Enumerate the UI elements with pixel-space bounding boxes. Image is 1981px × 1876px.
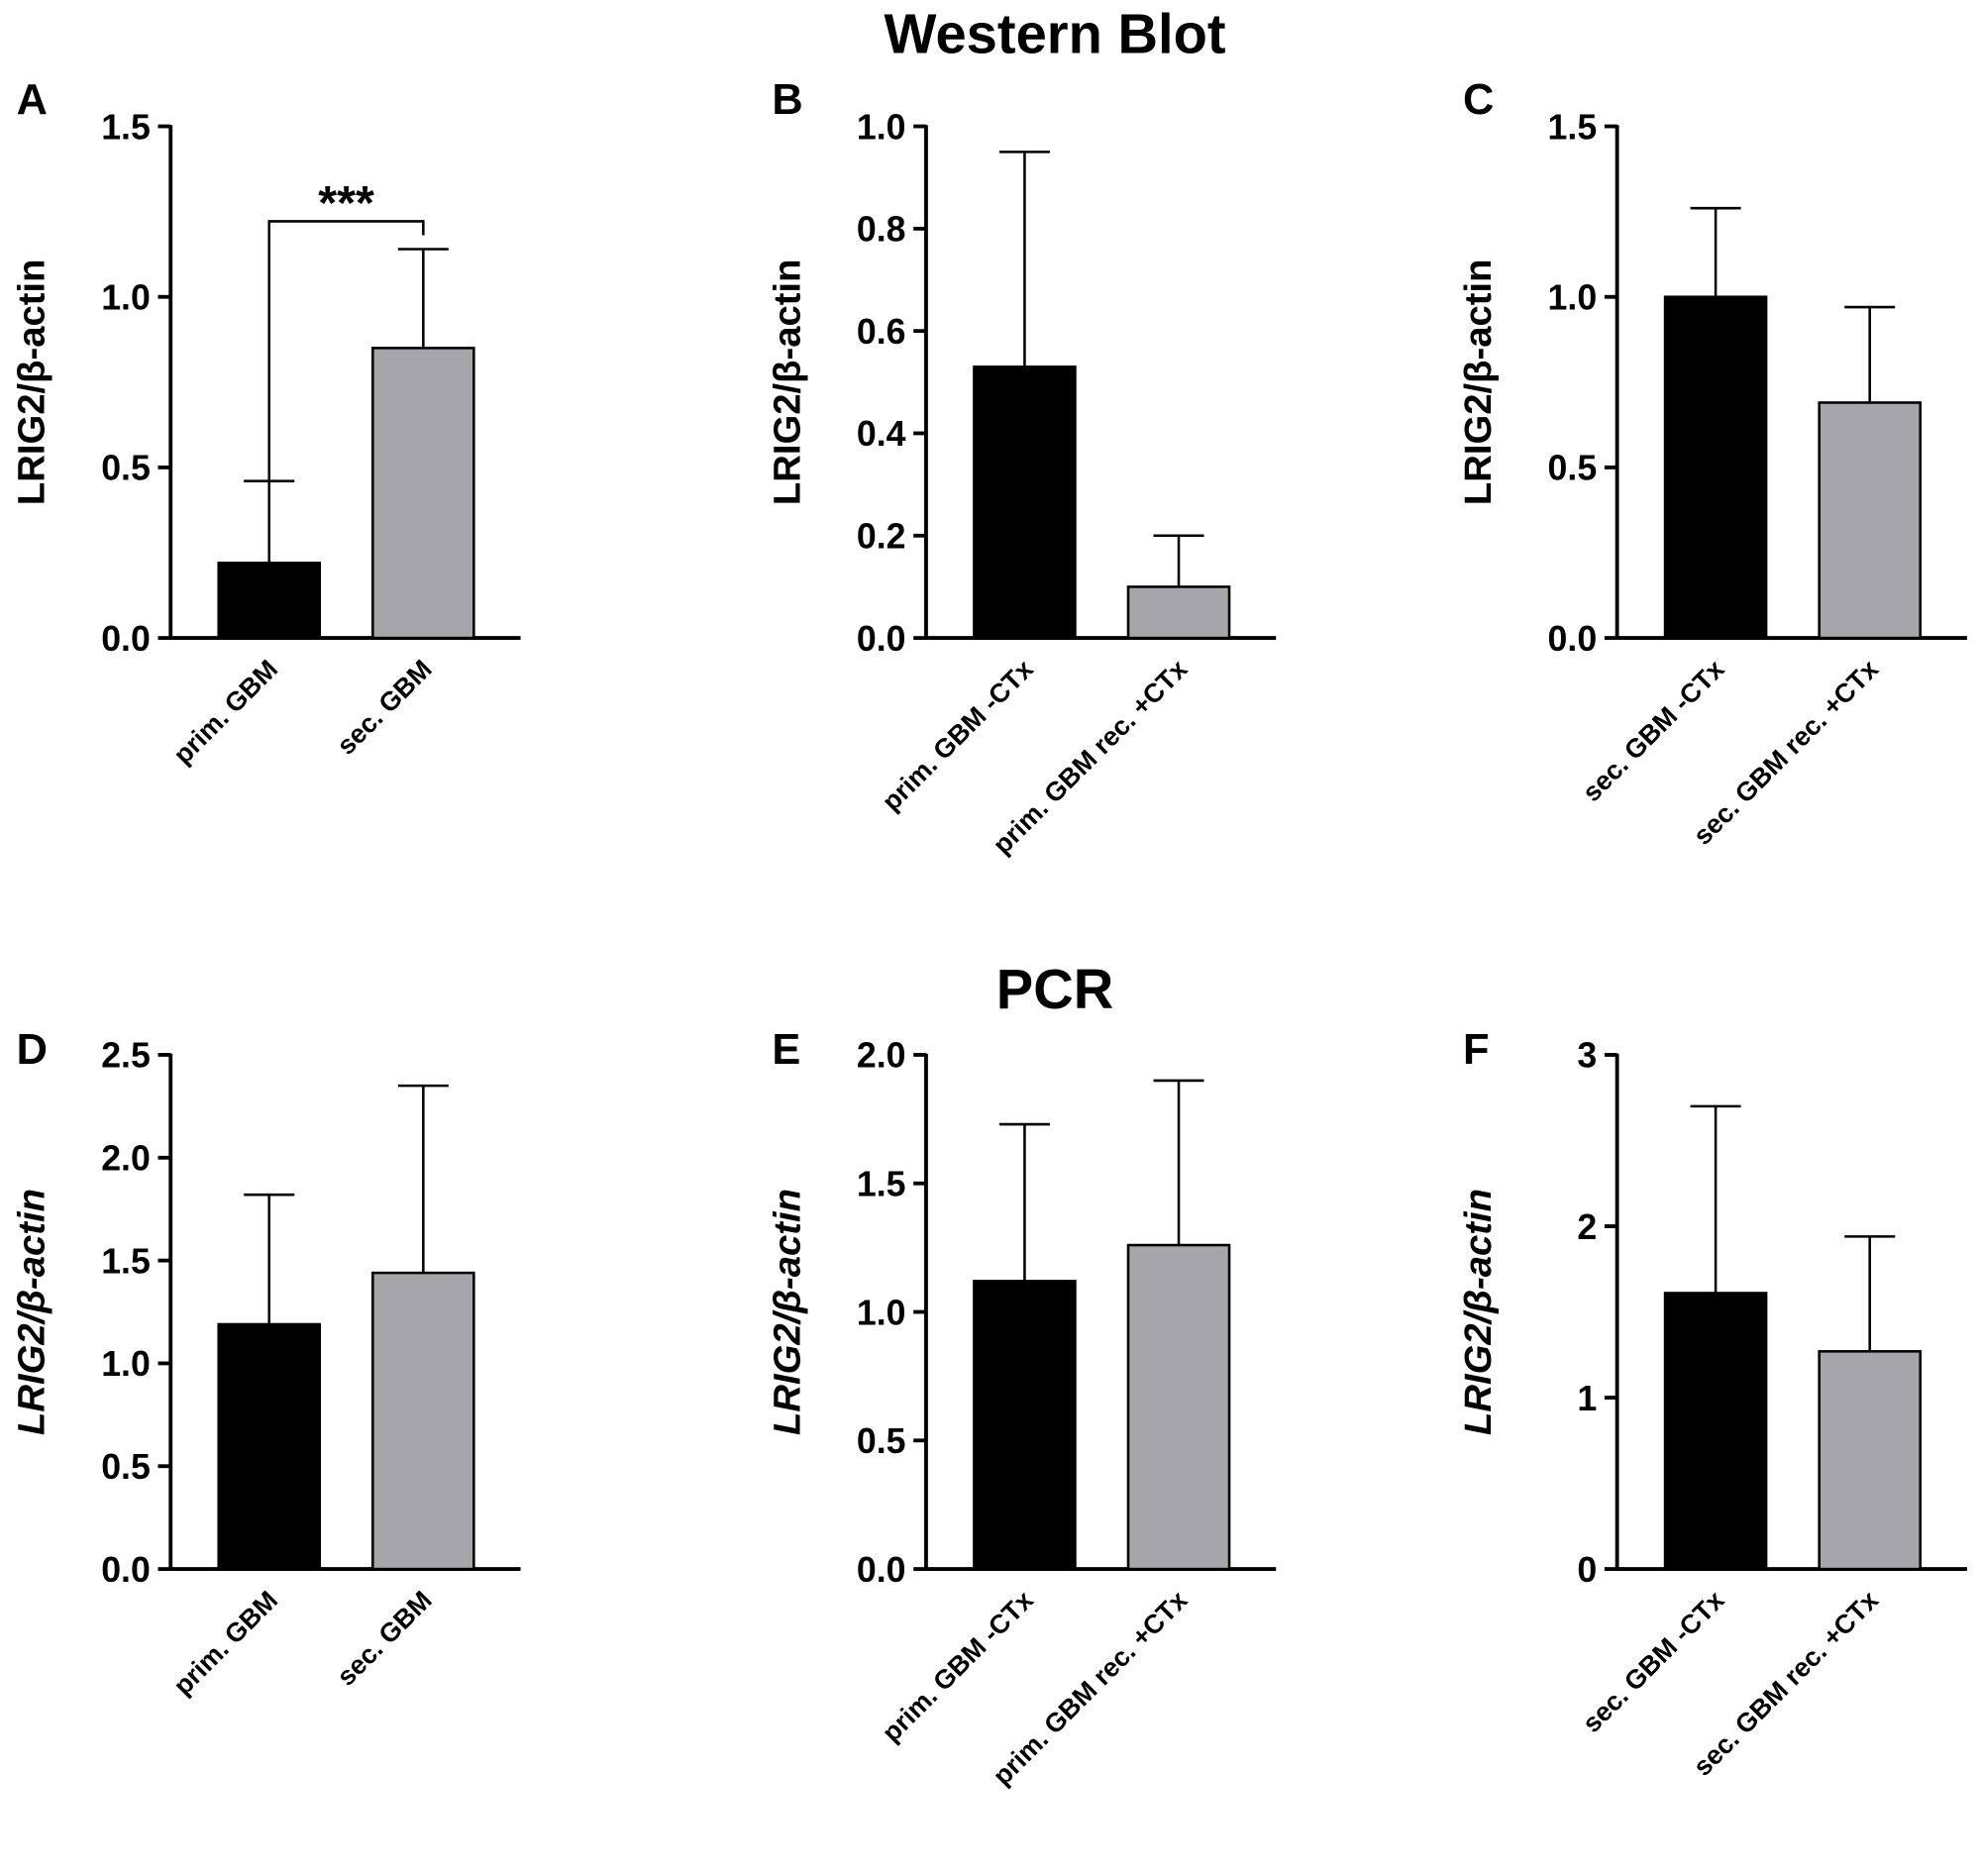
bar [217,562,322,640]
bar [1126,1243,1231,1571]
y-tick-label: 1.0 [857,1293,906,1332]
y-tick-label: 2.0 [857,1036,906,1076]
x-tick-label: sec. GBM [331,1585,437,1691]
y-axis-label: LRIG2/β-actin [1457,1189,1500,1435]
y-axis-label: LRIG2/β-actin [11,260,53,506]
panel-letter: F [1463,1026,1490,1074]
y-tick-label: 0.5 [1548,449,1598,488]
y-tick-label: 0.2 [857,517,906,557]
y-tick-label: 1.0 [101,1344,151,1384]
bar [973,1280,1077,1571]
panel-letter: A [17,76,48,124]
y-tick-label: 0.0 [101,619,151,659]
x-tick-label: prim. GBM [167,1585,283,1701]
bar [1818,1350,1922,1571]
y-axis-label: LRIG2/β-actin [11,1189,53,1435]
x-tick-label: sec. GBM -CTx [1577,1585,1730,1738]
bar [1663,1292,1768,1571]
y-tick-label: 0.4 [857,414,906,454]
y-tick-label: 1.5 [101,1241,151,1281]
y-tick-label: 1 [1577,1379,1597,1418]
x-tick-label: prim. GBM [167,654,283,770]
y-tick-label: 0.0 [1548,619,1598,659]
y-tick-label: 1.5 [101,107,151,147]
panel-letter: B [772,76,802,124]
y-tick-label: 2.5 [101,1036,151,1076]
y-tick-label: 3 [1577,1036,1597,1076]
y-tick-label: 1.5 [1548,107,1598,147]
y-tick-label: 2 [1577,1207,1597,1247]
significance-label: *** [318,176,374,230]
y-tick-label: 0.5 [857,1421,906,1461]
x-tick-label: sec. GBM -CTx [1577,654,1730,807]
panel-letter: D [17,1026,48,1074]
significance-bracket [267,220,425,481]
y-tick-label: 0.0 [857,1550,906,1590]
bar [1126,585,1231,640]
y-tick-label: 1.5 [857,1165,906,1204]
y-tick-label: 0.8 [857,210,906,250]
bar [1818,401,1922,640]
y-tick-label: 0.0 [101,1550,151,1590]
y-tick-label: 0 [1577,1550,1597,1590]
y-tick-label: 1.0 [857,107,906,147]
y-axis-label: LRIG2/β-actin [766,260,808,506]
y-tick-label: 1.0 [1548,277,1598,317]
bar [1663,295,1768,640]
x-tick-label: prim. GBM -CTx [877,1585,1039,1747]
bar [973,365,1077,640]
section-title: PCR [996,958,1113,1020]
y-axis-label: LRIG2/β-actin [766,1189,808,1435]
y-tick-label: 0.0 [857,619,906,659]
bar [371,1271,475,1571]
section-title: Western Blot [885,3,1226,65]
y-tick-label: 0.5 [101,1447,151,1487]
y-tick-label: 0.5 [101,449,151,488]
y-tick-label: 2.0 [101,1139,151,1179]
y-tick-label: 1.0 [101,277,151,317]
x-tick-label: sec. GBM [331,654,437,760]
bar [217,1322,322,1571]
panel-letter: C [1463,76,1494,124]
x-tick-label: prim. GBM -CTx [877,654,1039,816]
panel-letter: E [772,1026,800,1074]
y-tick-label: 0.6 [857,312,906,352]
y-axis-label: LRIG2/β-actin [1457,260,1500,506]
bar [371,347,475,640]
